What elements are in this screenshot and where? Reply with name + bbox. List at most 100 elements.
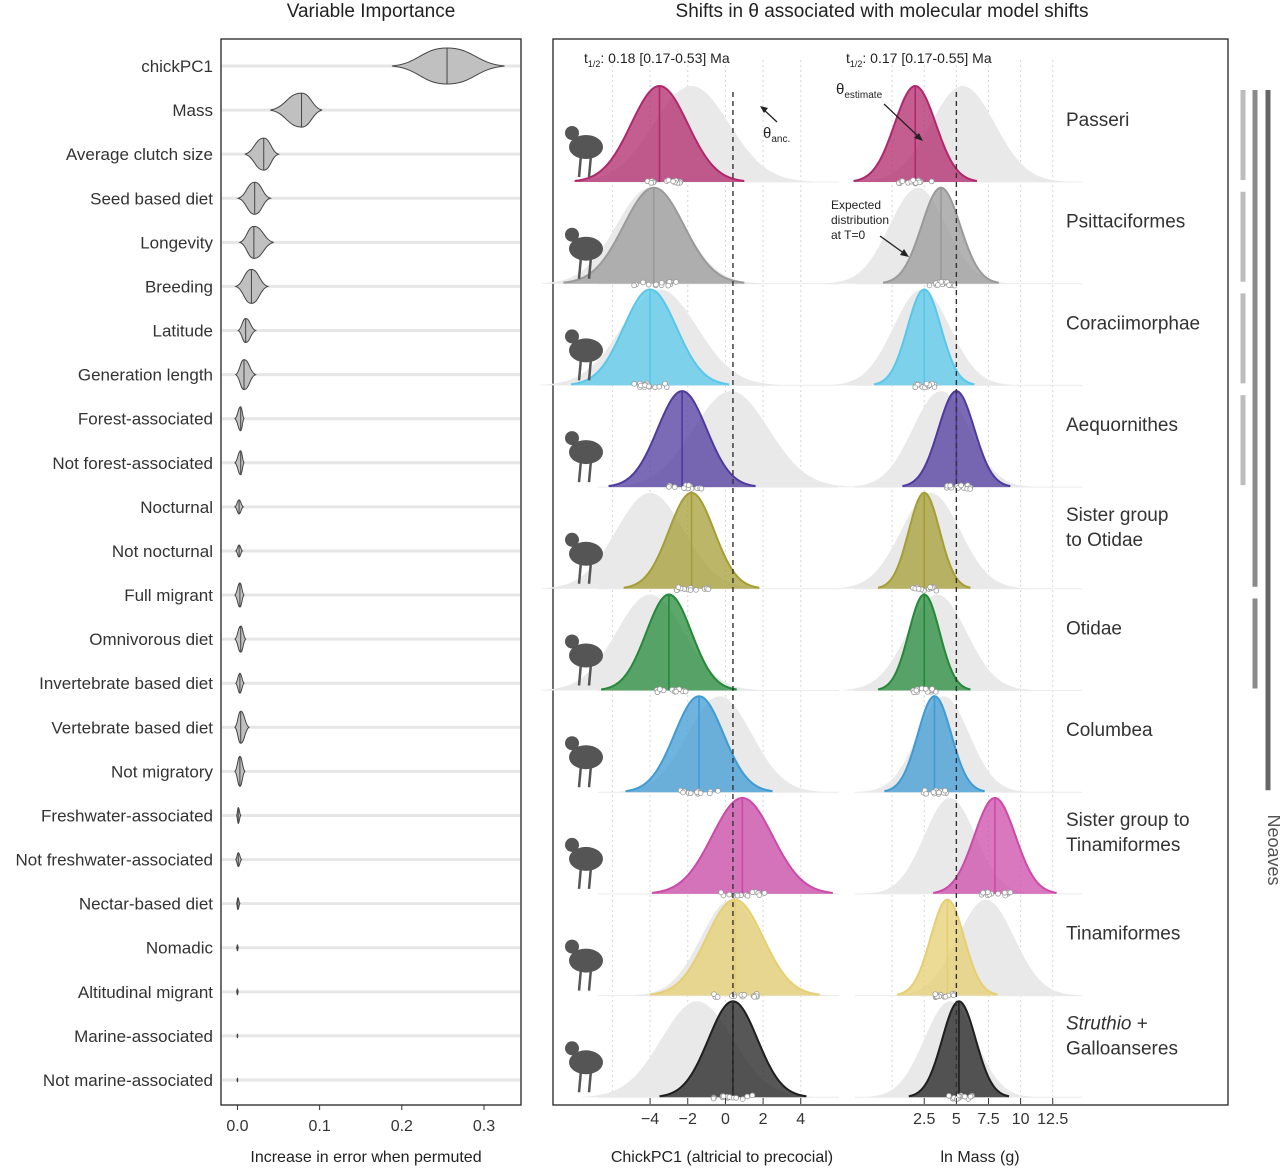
violin <box>237 318 257 344</box>
tip-point <box>744 893 751 899</box>
tip-point <box>682 688 689 695</box>
tip-point <box>942 787 948 794</box>
tip-point <box>705 586 711 593</box>
bird-silhouette-head <box>565 634 579 649</box>
tip-point <box>958 482 964 489</box>
tip-point <box>715 788 721 794</box>
bird-silhouette-legs <box>577 358 593 381</box>
tip-point <box>658 279 665 286</box>
bird-silhouette-head <box>565 1041 579 1056</box>
bird-silhouette-legs <box>577 561 593 584</box>
tip-point <box>640 279 646 286</box>
bird-silhouette-legs <box>577 154 593 178</box>
violin <box>391 47 505 85</box>
variable-label: Omnivorous diet <box>89 630 213 649</box>
tip-point <box>673 688 679 695</box>
ridge-x-axes: −4 −2 0 2 4 2.5 5 7.5 10 12.5 <box>641 1098 1068 1128</box>
tip-point <box>899 178 906 184</box>
clade-label: Tinamiformes <box>1066 924 1180 945</box>
variable-label: Not freshwater-associated <box>16 851 213 870</box>
x-tick-label: 0.2 <box>391 1118 413 1135</box>
tip-point <box>687 587 694 593</box>
tip-point <box>648 180 655 186</box>
tip-point <box>693 587 699 593</box>
tip-point <box>930 789 937 795</box>
mass-x-label: ln Mass (g) <box>940 1149 1019 1166</box>
theta-estimate-label: θestimate <box>836 81 883 101</box>
bird-silhouette-head <box>565 227 579 242</box>
variable-label: Full migrant <box>124 586 213 605</box>
tip-point <box>950 992 957 999</box>
variable-label: Nectar-based diet <box>79 895 213 914</box>
expected-distribution-label: at T=0 <box>831 228 865 242</box>
chickpc1-x-label: ChickPC1 (altricial to precocial) <box>611 1149 833 1166</box>
expected-distribution-label: distribution <box>831 213 889 227</box>
bird-silhouette-legs <box>577 1070 593 1093</box>
variable-importance-title: Variable Importance <box>287 1 456 22</box>
variable-label: Not migratory <box>111 762 214 781</box>
variable-label: Vertebrate based diet <box>51 718 213 737</box>
tip-point <box>697 790 704 796</box>
variable-label: Invertebrate based diet <box>39 674 213 693</box>
bird-silhouette-body <box>569 338 603 363</box>
variable-label: Nomadic <box>146 939 214 958</box>
x-tick-label: 0.0 <box>226 1118 248 1135</box>
variable-label: Altitudinal migrant <box>78 983 213 1002</box>
x-tick-label: 0.1 <box>309 1118 331 1135</box>
bird-silhouette-body <box>569 135 603 159</box>
tip-point <box>910 177 916 183</box>
variable-label: Breeding <box>145 277 213 296</box>
bird-silhouettes <box>565 126 603 1093</box>
tip-point <box>670 178 676 185</box>
neoaves-label: Neoaves <box>1264 814 1280 885</box>
theta-shifts-title: Shifts in θ associated with molecular mo… <box>676 1 1089 22</box>
half-life-label: t1/2: 0.18 [0.17-0.53] Ma <box>584 50 730 69</box>
bird-silhouette-legs <box>577 663 593 686</box>
bird-silhouette-legs <box>577 968 593 991</box>
violin <box>234 710 250 744</box>
tip-point <box>912 384 919 391</box>
tip-point <box>685 482 692 489</box>
x-tick-label: 5 <box>952 1111 961 1128</box>
tip-point <box>680 789 686 796</box>
theta-anc-arrowhead <box>760 106 768 113</box>
tip-point <box>739 1096 746 1102</box>
tip-point <box>936 789 942 796</box>
tip-point <box>946 282 952 288</box>
tip-point <box>673 279 679 285</box>
theta-estimate-arrowhead <box>914 133 923 141</box>
variable-label: Latitude <box>153 322 214 341</box>
bird-silhouette-body <box>569 846 603 871</box>
bird-silhouette-body <box>569 745 603 770</box>
clade-label: Otidae <box>1066 619 1122 640</box>
x-tick-label: −4 <box>641 1111 659 1128</box>
x-tick-label: −2 <box>679 1111 697 1128</box>
tip-point <box>707 790 713 797</box>
violin <box>244 137 281 171</box>
tip-point <box>744 1093 750 1100</box>
tip-point <box>967 486 973 492</box>
variable-label: Not nocturnal <box>112 542 213 561</box>
tip-point <box>947 482 953 489</box>
half-life-label: t1/2: 0.17 [0.17-0.55] Ma <box>846 50 992 69</box>
violin <box>234 406 245 432</box>
tip-point <box>687 790 694 797</box>
tip-point <box>980 889 986 896</box>
tip-point <box>646 383 652 390</box>
tip-point <box>671 484 678 490</box>
tip-point <box>915 586 922 592</box>
variable-label: Longevity <box>140 233 213 252</box>
tip-point <box>631 282 637 289</box>
bird-silhouette-body <box>569 643 603 668</box>
tip-point <box>938 279 945 285</box>
bird-silhouette-head <box>565 837 579 852</box>
variable-label: Not marine-associated <box>43 1071 213 1090</box>
tip-point <box>665 282 671 289</box>
bird-silhouette-head <box>565 126 579 140</box>
x-tick-label: 7.5 <box>977 1111 999 1128</box>
tip-point <box>1001 889 1008 896</box>
tip-point <box>675 584 682 591</box>
clade-label: Struthio + Galloanseres <box>1066 1013 1178 1059</box>
tip-point <box>929 686 935 692</box>
tip-point <box>665 177 672 183</box>
